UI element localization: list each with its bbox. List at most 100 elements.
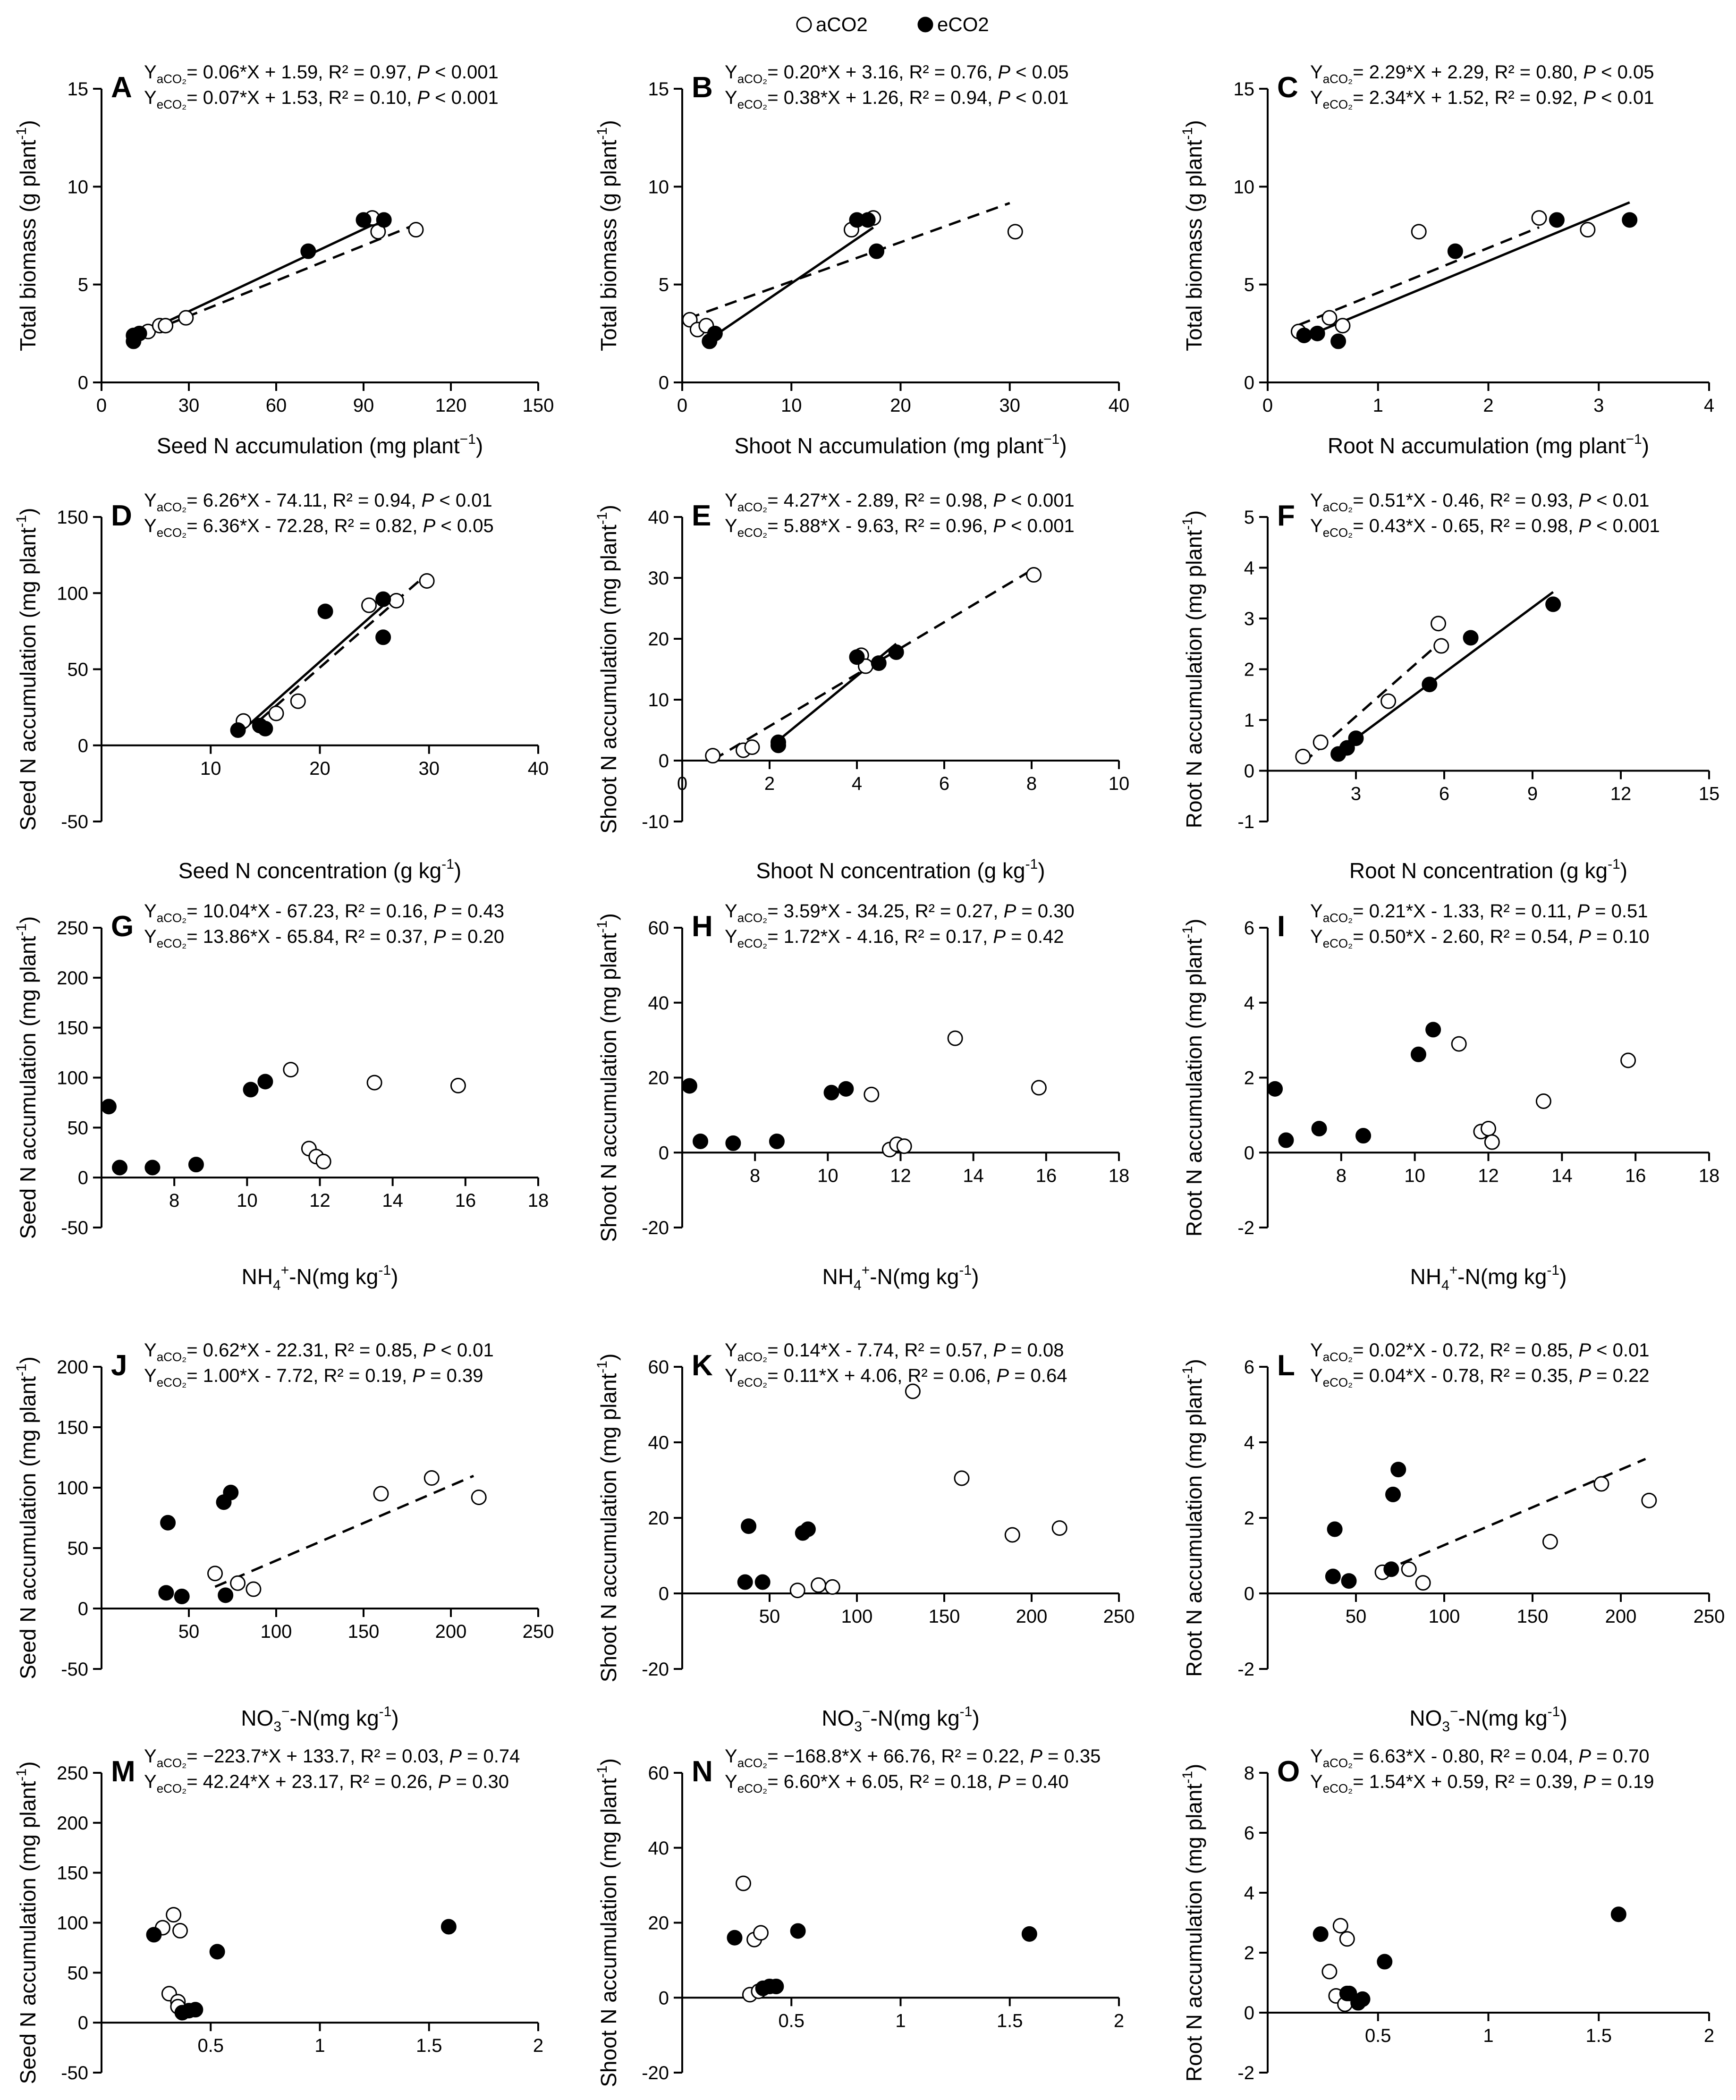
text-span: -N(mg kg <box>1458 1706 1548 1730</box>
y-axis-label: Root N accumulation (mg plant-1) <box>1180 1359 1206 1677</box>
y-tick-label: 0 <box>1244 373 1254 393</box>
y-tick-label: -20 <box>642 1218 669 1238</box>
p-value: = 0.30 <box>451 1771 509 1792</box>
point-eCO2 <box>1278 1132 1294 1148</box>
point-aCO2 <box>1481 1120 1496 1136</box>
p-symbol: P <box>412 1365 425 1386</box>
point-aCO2 <box>1415 1575 1431 1591</box>
point-eCO2 <box>440 1919 457 1935</box>
point-aCO2 <box>1411 224 1427 240</box>
y-tick-label: 15 <box>68 79 89 100</box>
text-span: ) <box>1182 510 1206 517</box>
p-symbol: P <box>1578 1365 1591 1386</box>
equation-subscript: eCO₂ <box>737 525 768 540</box>
equation-symbol: Y <box>725 1365 737 1386</box>
y-tick-label: 0 <box>1244 1583 1254 1604</box>
equation-symbol: Y <box>144 516 157 536</box>
point-aCO2 <box>178 310 194 326</box>
y-tick-label: 5 <box>1244 275 1254 296</box>
point-aCO2 <box>1620 1052 1636 1068</box>
equation-text: = 4.27*X - 2.89, R² = 0.98, <box>767 490 993 511</box>
text-span: ) <box>1182 1764 1206 1771</box>
equation-text: = 0.21*X - 1.33, R² = 0.11, <box>1353 901 1577 922</box>
point-aCO2 <box>166 1907 182 1923</box>
regression-line-aCO2 <box>1298 226 1540 326</box>
y-tick-label: 0 <box>659 373 669 393</box>
superscript: -1 <box>1180 127 1195 140</box>
x-tick-label: 150 <box>523 395 554 416</box>
equation-text: = 0.07*X + 1.53, R² = 0.10, <box>186 87 417 108</box>
superscript: -1 <box>1608 856 1620 872</box>
equation-subscript: eCO₂ <box>737 1375 768 1389</box>
point-eCO2 <box>681 1078 697 1094</box>
text-span: ) <box>16 1761 40 1769</box>
point-eCO2 <box>1622 212 1638 228</box>
point-aCO2 <box>1026 567 1042 583</box>
equation-eCO2: YeCO₂= 0.43*X - 0.65, R² = 0.98, P < 0.0… <box>1310 516 1660 540</box>
point-eCO2 <box>769 1133 785 1149</box>
equation-symbol: Y <box>1310 62 1323 83</box>
equation-text: = 3.59*X - 34.25, R² = 0.27, <box>767 901 1003 922</box>
equation-text: = 0.06*X + 1.59, R² = 0.97, <box>186 62 417 83</box>
point-eCO2 <box>1410 1046 1426 1062</box>
point-eCO2 <box>790 1923 806 1939</box>
equation-eCO2: YeCO₂= 6.36*X - 72.28, R² = 0.82, P < 0.… <box>144 516 494 540</box>
p-value: < 0.001 <box>430 62 499 83</box>
x-axis-label: NH4+-N(mg kg-1) <box>242 1262 398 1293</box>
panel-C: 0 5 10 15 0 1 2 3 4 Root N accumulation (mg plant… <box>1180 62 1714 458</box>
p-symbol: P <box>998 87 1010 108</box>
panel-label: M <box>111 1755 135 1788</box>
p-value: < 0.01 <box>434 490 492 511</box>
equation-text: = −223.7*X + 133.7, R² = 0.03, <box>186 1746 449 1767</box>
p-value: < 0.001 <box>430 87 499 108</box>
point-eCO2 <box>1339 740 1355 756</box>
panel-label: O <box>1277 1755 1300 1788</box>
equation-text: = 2.34*X + 1.52, R² = 0.92, <box>1353 87 1583 108</box>
x-tick-label: 100 <box>841 1606 873 1627</box>
equation-eCO2: YeCO₂= 13.86*X - 65.84, R² = 0.37, P = 0… <box>144 926 504 950</box>
p-symbol: P <box>1583 1771 1596 1792</box>
x-tick-label: 2 <box>1704 2025 1714 2046</box>
y-tick-label: 0 <box>78 2013 88 2033</box>
x-tick-label: 12 <box>1478 1165 1499 1186</box>
y-tick-label: 40 <box>648 1432 669 1453</box>
x-tick-label: 150 <box>929 1606 960 1627</box>
y-tick-label: -2 <box>1237 1659 1254 1680</box>
point-aCO2 <box>471 1489 487 1505</box>
point-eCO2 <box>1296 327 1312 343</box>
point-eCO2 <box>1355 1128 1372 1144</box>
equation-symbol: Y <box>144 62 157 83</box>
y-tick-label: 40 <box>648 507 669 528</box>
equation-eCO2: YeCO₂= 2.34*X + 1.52, R² = 0.92, P < 0.0… <box>1310 87 1654 111</box>
point-eCO2 <box>317 603 333 619</box>
point-eCO2 <box>838 1081 854 1097</box>
text-span: Root N accumulation (mg plant <box>1182 530 1206 829</box>
equation-symbol: Y <box>144 490 157 511</box>
equation-subscript: aCO₂ <box>1323 1756 1353 1770</box>
p-value: < 0.01 <box>1591 490 1649 511</box>
point-aCO2 <box>373 1486 389 1502</box>
point-eCO2 <box>1355 1991 1371 2007</box>
equation-subscript: eCO₂ <box>157 1781 187 1795</box>
subscript: 4 <box>273 1278 281 1293</box>
x-tick-label: 50 <box>178 1621 200 1642</box>
text-span: ) <box>1642 433 1649 458</box>
point-aCO2 <box>1007 224 1023 240</box>
equation-subscript: eCO₂ <box>1323 936 1353 950</box>
x-tick-label: 1.5 <box>416 2035 442 2056</box>
point-aCO2 <box>1431 616 1447 632</box>
x-tick-label: 2 <box>764 773 775 794</box>
text-span: NO <box>1409 1706 1442 1730</box>
text-span: ) <box>1182 120 1206 127</box>
equation-subscript: aCO₂ <box>157 1350 187 1364</box>
equation-text: = 0.50*X - 2.60, R² = 0.54, <box>1353 926 1578 947</box>
point-eCO2 <box>375 591 391 607</box>
superscript: -1 <box>594 1766 610 1778</box>
point-aCO2 <box>1484 1134 1500 1150</box>
p-value: = 0.22 <box>1591 1365 1649 1386</box>
text-span: Seed N accumulation (mg plant <box>157 433 460 458</box>
equation-symbol: Y <box>144 926 157 947</box>
y-tick-label: 40 <box>648 993 669 1014</box>
superscript: − <box>281 1704 290 1719</box>
superscript: -1 <box>594 1361 610 1373</box>
